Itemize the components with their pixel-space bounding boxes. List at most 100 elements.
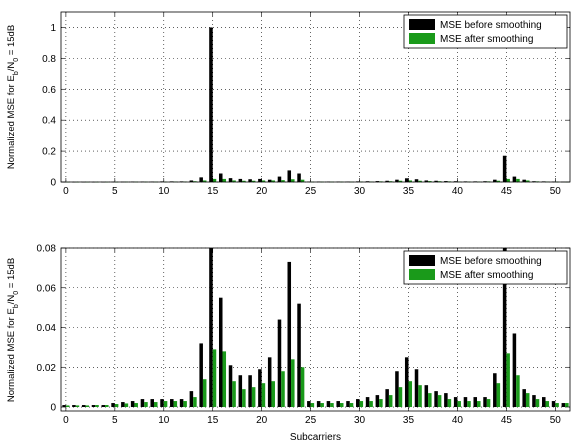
x-tick-label: 10: [158, 186, 170, 197]
y-axis-label-part: b: [13, 304, 20, 308]
bar-before: [189, 180, 194, 182]
bar-after: [271, 180, 275, 182]
bar-before: [218, 173, 223, 182]
y-axis-label: Normalized MSE for Eb/N0 = 15dB: [6, 258, 20, 402]
x-tick-label: 15: [207, 186, 219, 197]
y-tick-label: 0.8: [42, 54, 56, 65]
bar-after: [457, 401, 461, 408]
bar-before: [463, 397, 468, 408]
bar-after: [85, 405, 89, 408]
bar-before: [218, 297, 223, 408]
legend-entry: MSE after smoothing: [440, 270, 533, 281]
bar-before: [199, 177, 203, 182]
bar-after: [428, 181, 432, 182]
bar-before: [493, 179, 497, 182]
bar-before: [238, 375, 243, 408]
x-tick-label: 30: [354, 415, 366, 426]
bar-after: [388, 395, 393, 408]
bar-before: [307, 401, 311, 408]
bar-before: [101, 405, 106, 408]
bar-before: [424, 385, 429, 408]
x-tick-label: 0: [63, 186, 69, 197]
bar-after: [105, 405, 109, 408]
bar-before: [444, 393, 448, 408]
bar-after: [496, 180, 501, 182]
x-tick-label: 35: [403, 186, 415, 197]
x-tick-label: 30: [354, 186, 366, 197]
bar-before: [287, 170, 292, 182]
bar-after: [193, 397, 197, 408]
y-axis-label-part: /N: [6, 62, 17, 72]
bar-after: [535, 399, 540, 408]
bar-before: [375, 181, 380, 182]
legend: MSE before smoothing MSE after smoothing: [403, 250, 568, 285]
bar-before: [189, 391, 194, 408]
bar-before: [414, 179, 419, 182]
bar-after: [320, 403, 324, 408]
bar-after: [202, 180, 207, 182]
bar-before: [91, 405, 96, 408]
bar-after: [75, 405, 80, 408]
legend-swatch: [409, 19, 435, 30]
y-axis-label-part: b: [13, 71, 20, 75]
x-tick-label: 45: [501, 186, 513, 197]
bar-after: [124, 403, 129, 408]
bar-after: [408, 381, 413, 408]
x-tick-label: 10: [158, 415, 170, 426]
bar-after: [222, 178, 227, 182]
bar-before: [130, 401, 135, 408]
legend-entry: MSE after smoothing: [440, 34, 533, 45]
y-tick-label: 0.08: [37, 244, 57, 255]
bar-after: [95, 405, 99, 408]
bar-after: [467, 401, 471, 408]
legend-swatch: [409, 269, 435, 280]
bar-after: [251, 387, 256, 408]
bar-after: [398, 387, 403, 408]
bar-after: [506, 353, 510, 408]
axes-frame: [60, 247, 571, 412]
bar-after: [281, 371, 285, 408]
bar-before: [356, 399, 360, 408]
y-axis-label-part: 0: [13, 58, 20, 62]
y-tick-label: 0.6: [42, 85, 56, 96]
bar-before: [267, 357, 272, 408]
bar-before: [414, 369, 419, 408]
bar-before: [522, 179, 526, 182]
bar-after: [486, 399, 491, 408]
bar-after: [202, 379, 207, 408]
bar-after: [261, 180, 266, 182]
bar-after: [565, 403, 569, 408]
bar-after: [232, 180, 236, 182]
y-tick-label: 1: [50, 23, 56, 34]
bar-before: [258, 369, 262, 408]
bar-before: [81, 405, 86, 408]
bar-before: [561, 403, 566, 408]
bar-after: [291, 179, 295, 182]
bar-after: [212, 349, 217, 408]
bar-before: [346, 401, 350, 408]
bar-after: [437, 395, 442, 408]
bar-after: [369, 401, 373, 408]
bar-after: [300, 179, 305, 182]
y-tick-label: 0.02: [37, 363, 57, 374]
bar-after: [281, 180, 285, 182]
bar-before: [199, 343, 203, 408]
bar-before: [502, 155, 507, 182]
bar-before: [424, 180, 429, 182]
y-tick-label: 0.04: [37, 323, 57, 334]
bar-before: [395, 179, 399, 182]
bar-before: [404, 357, 409, 408]
x-tick-label: 35: [403, 415, 415, 426]
bar-before: [502, 248, 507, 408]
bar-after: [359, 401, 364, 408]
bar-after: [379, 399, 383, 408]
x-axis-label: Subcarriers: [290, 432, 341, 443]
bar-after: [212, 178, 217, 182]
y-axis-label-part: = 15dB: [6, 25, 17, 58]
bar-before: [248, 179, 252, 182]
bar-after: [232, 381, 236, 408]
bar-before: [522, 389, 526, 408]
bar-before: [228, 178, 233, 182]
bar-before: [493, 373, 497, 408]
